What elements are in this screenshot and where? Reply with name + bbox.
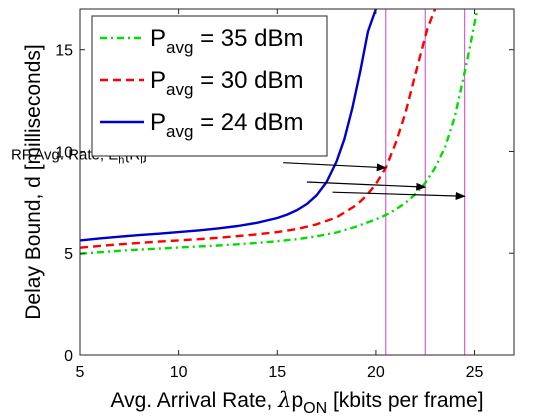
legend-label: Pavg = 35 dBm: [150, 25, 304, 57]
y-axis-ticks: 0 5 10 15: [55, 43, 514, 365]
annotation-arrow: [283, 162, 387, 172]
x-tick-label: 10: [170, 364, 188, 381]
x-tick-label: 15: [268, 364, 286, 381]
x-tick-label: 25: [466, 364, 484, 381]
legend: Pavg = 35 dBm Pavg = 30 dBm Pavg = 24 dBm: [91, 15, 328, 157]
plot-frame: [79, 8, 515, 356]
series-line: [80, 9, 378, 242]
series-line: [80, 9, 437, 249]
x-tick-label: 20: [367, 364, 385, 381]
y-axis-label: Delay Bound, d [milliseconds]: [22, 44, 45, 319]
x-tick-label: 5: [76, 364, 85, 381]
legend-label: Pavg = 24 dBm: [150, 109, 304, 141]
series-lines: [80, 9, 479, 255]
annotation-arrow: [306, 181, 427, 191]
x-axis-ticks: 5 10 15 20 25: [76, 9, 484, 381]
y-tick-label: 10: [55, 144, 73, 161]
x-axis-label: Avg. Arrival Rate, λpON [kbits per frame…: [110, 388, 483, 417]
annotation-arrows: [283, 162, 466, 200]
y-tick-label: 0: [64, 348, 73, 365]
legend-label: Pavg = 30 dBm: [150, 67, 304, 99]
annotation-arrow: [332, 191, 466, 200]
legend-box: [91, 15, 328, 157]
series-line: [80, 9, 479, 255]
y-tick-label: 5: [64, 246, 73, 263]
y-tick-label: 15: [55, 43, 73, 60]
